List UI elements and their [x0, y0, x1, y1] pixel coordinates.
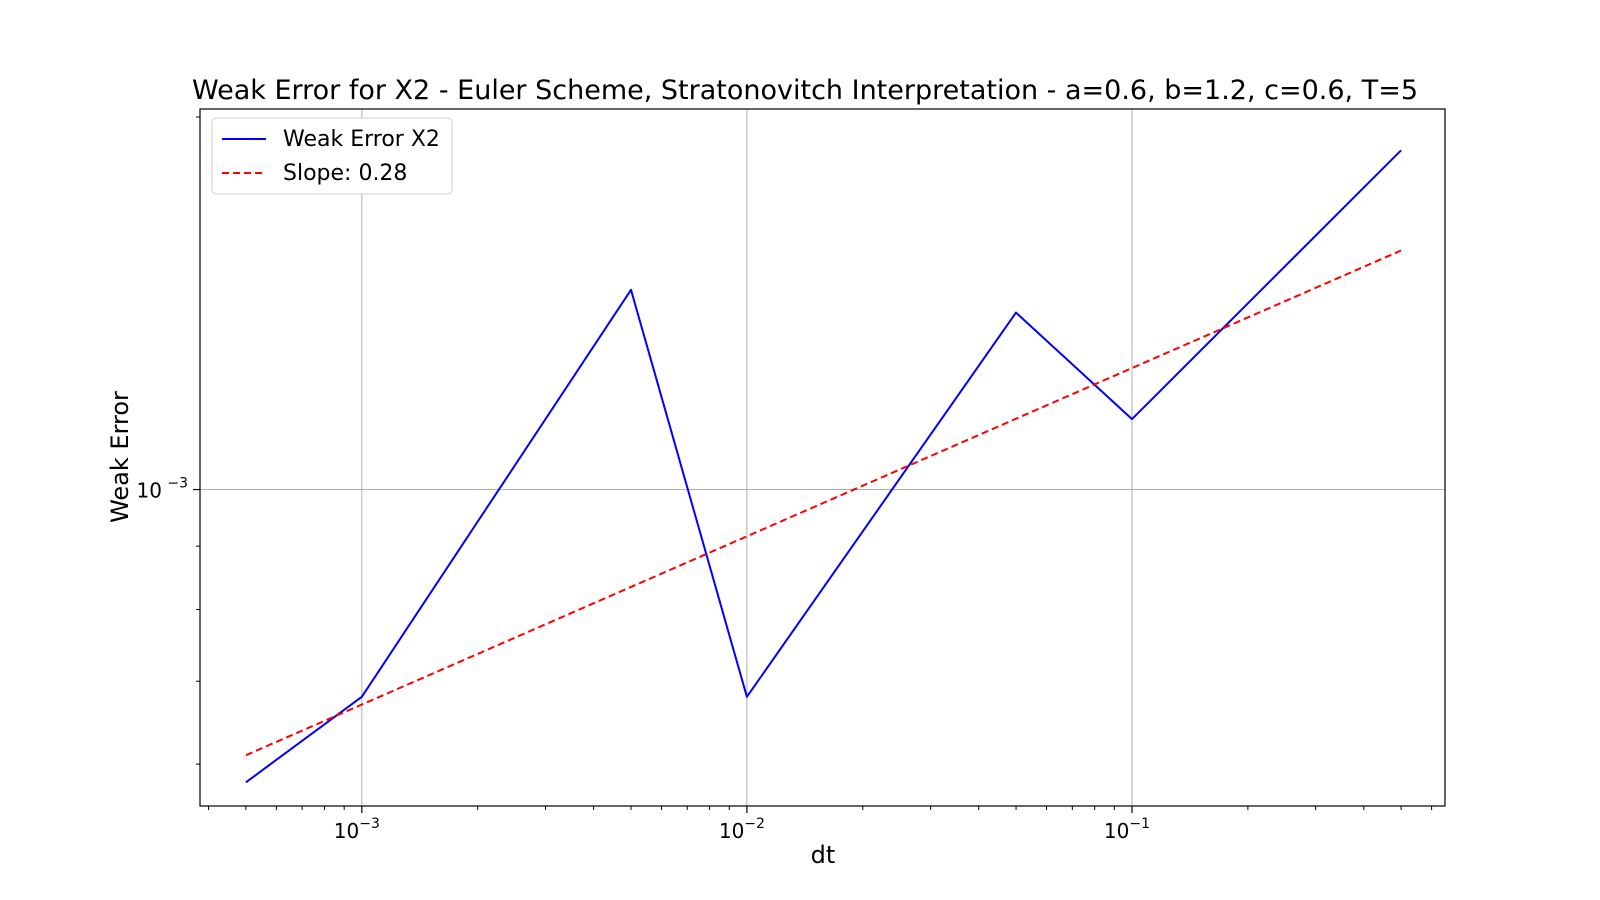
- plot-frame: [199, 108, 1446, 807]
- x-tick-label: 10−3: [334, 816, 380, 843]
- series-layer: [245, 149, 1402, 784]
- chart-title: Weak Error for X2 - Euler Scheme, Strato…: [192, 75, 1418, 106]
- x-tick-label: 10−1: [1104, 816, 1150, 843]
- x-tick-label: 10−2: [719, 816, 765, 843]
- legend-label-slope: Slope: 0.28: [283, 161, 407, 186]
- ticks: 10−3 10−2 10−110 −3: [137, 116, 1433, 843]
- grid: [200, 109, 1445, 806]
- legend-box: [211, 117, 453, 195]
- x-tick-exponent: −1: [1129, 816, 1150, 832]
- x-tick-exponent: −2: [744, 816, 765, 832]
- legend: Weak Error X2 Slope: 0.28: [211, 117, 453, 195]
- x-axis-label: dt: [811, 841, 836, 869]
- series-line-weak-error: [245, 149, 1402, 784]
- legend-label-weak-error: Weak Error X2: [283, 127, 440, 152]
- y-tick-exponent: −3: [167, 476, 188, 492]
- x-tick-exponent: −3: [359, 816, 380, 832]
- series-line-slope: [245, 249, 1402, 757]
- y-axis-label: Weak Error: [106, 391, 134, 523]
